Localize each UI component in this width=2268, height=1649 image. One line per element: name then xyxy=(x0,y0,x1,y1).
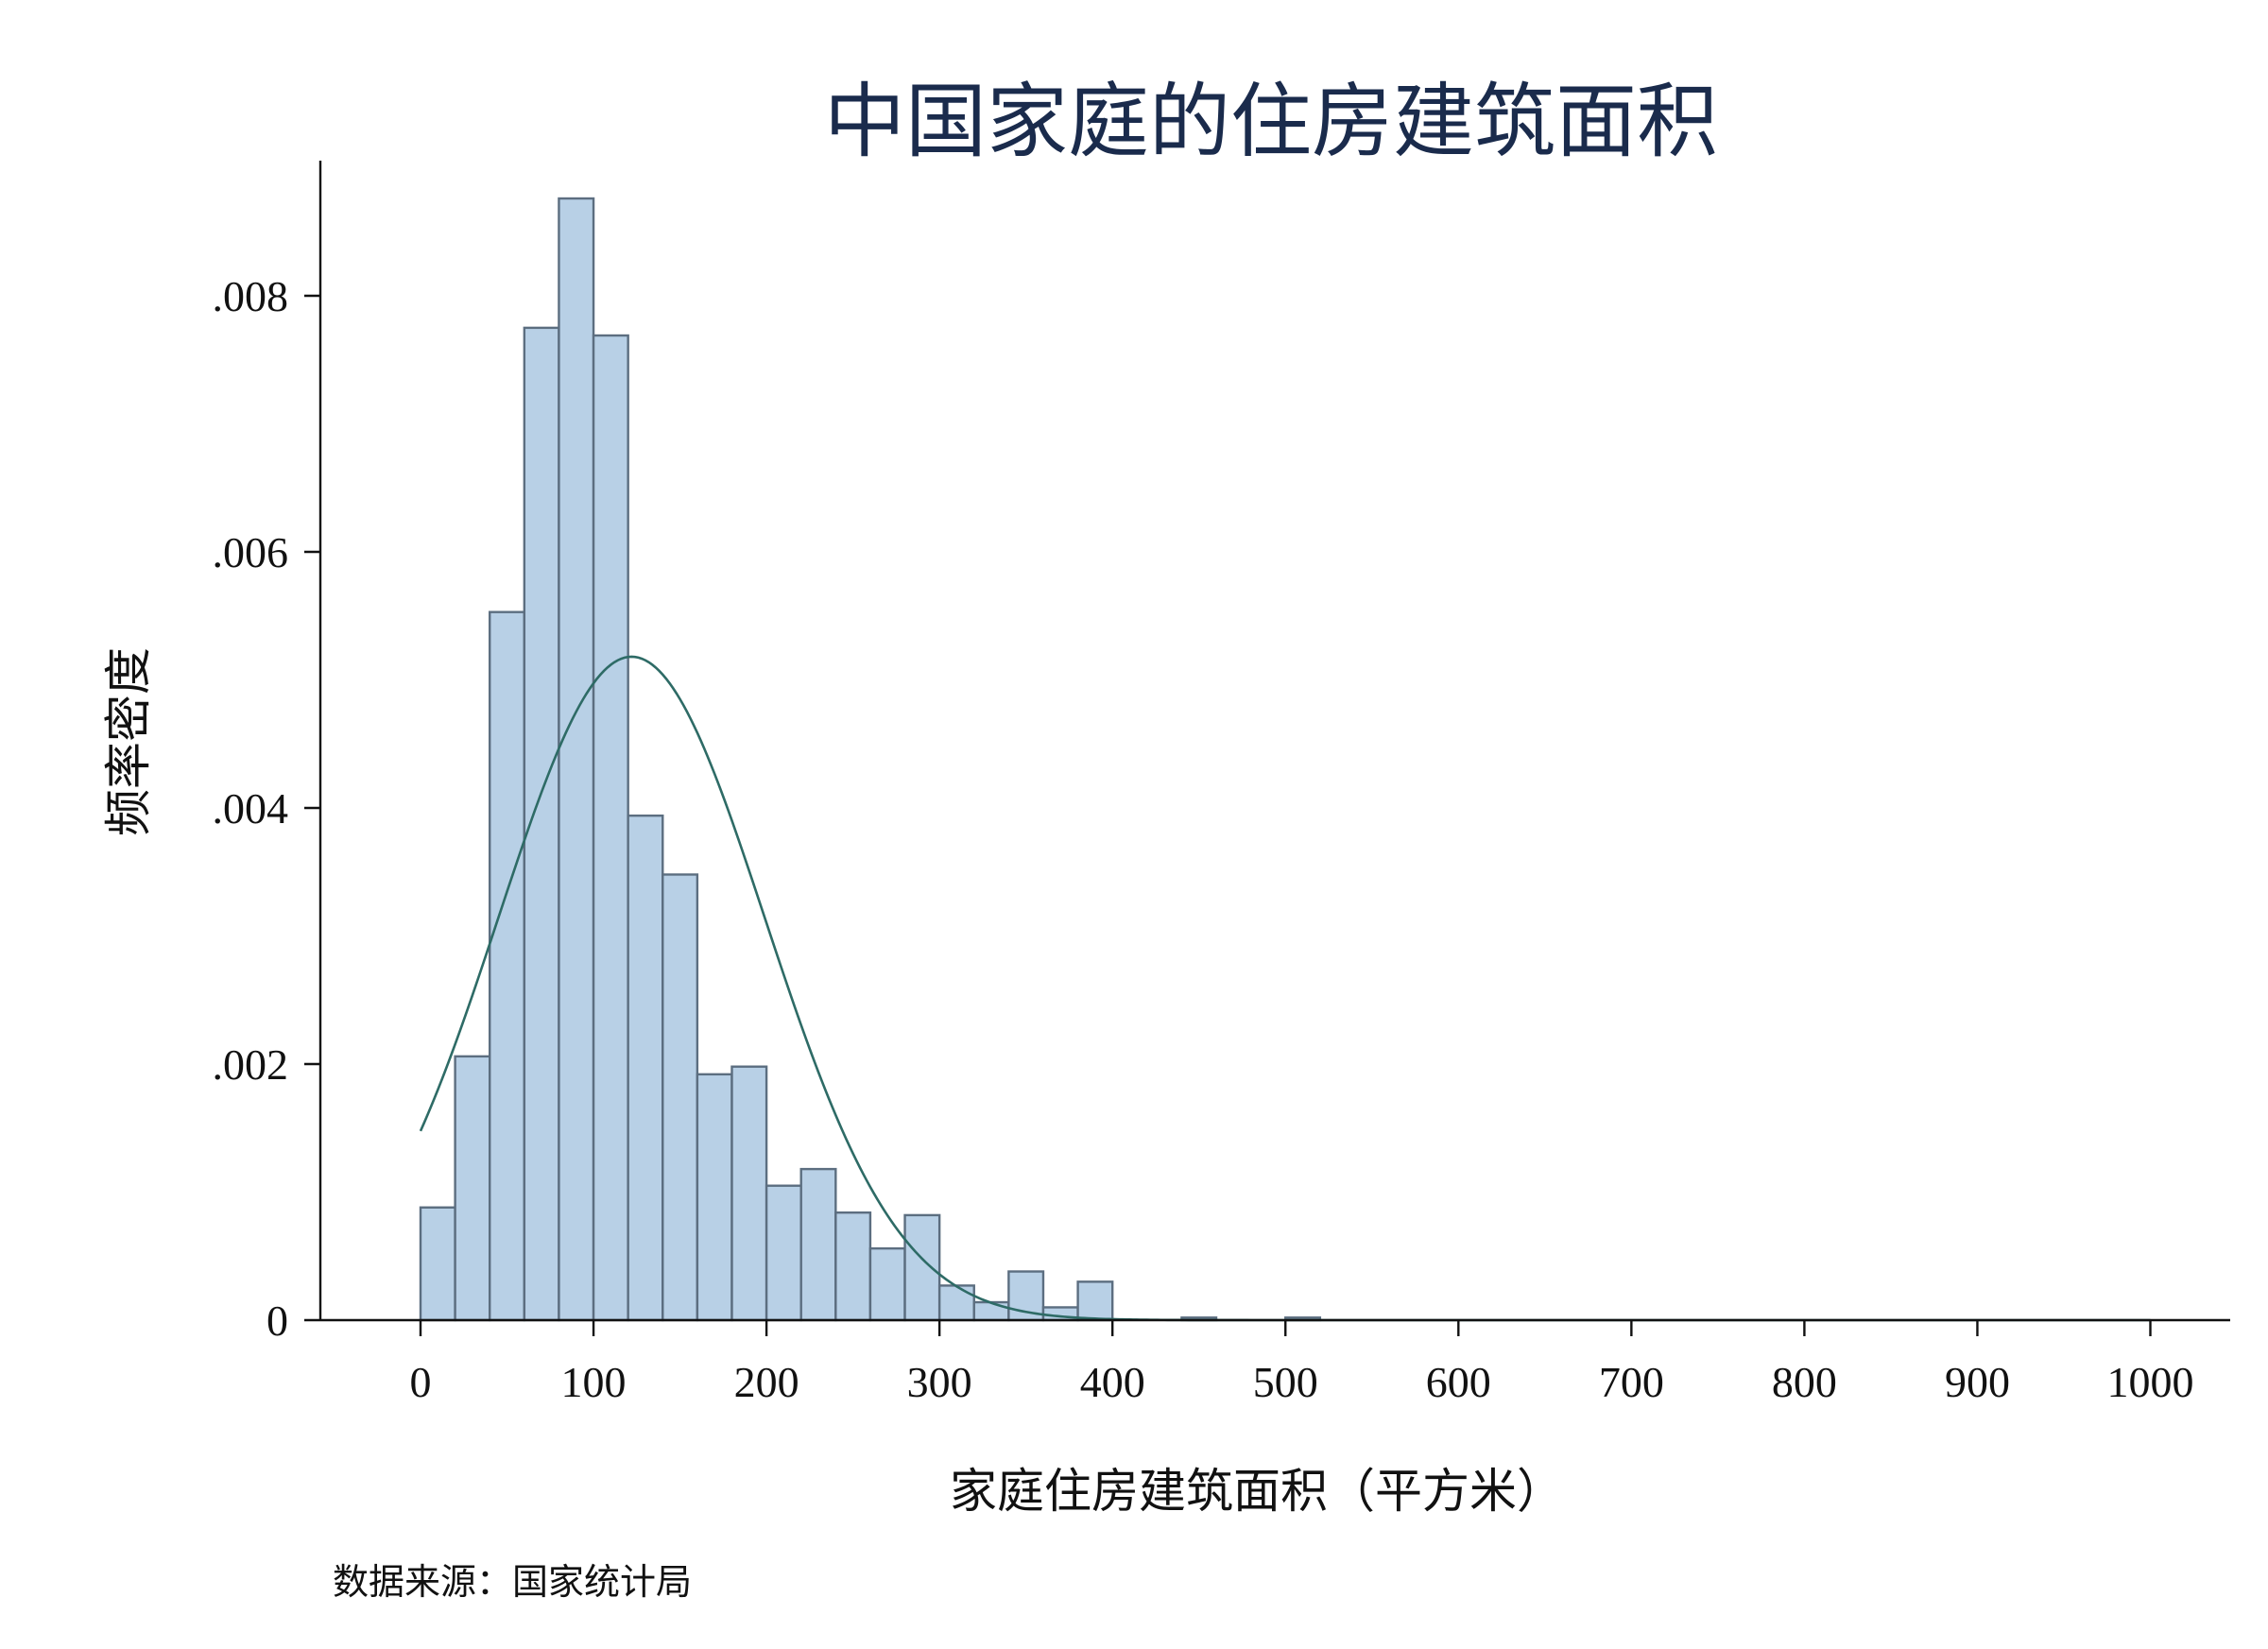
histogram-bar-200 xyxy=(765,1184,802,1322)
x-tick-label-1000: 1000 xyxy=(2107,1358,2194,1406)
histogram-bar-180 xyxy=(730,1065,768,1322)
y-tick-label-4: .008 xyxy=(213,272,289,320)
x-tick-label-600: 600 xyxy=(1426,1358,1491,1406)
x-tick-label-700: 700 xyxy=(1599,1358,1664,1406)
histogram-bar-280 xyxy=(903,1213,941,1322)
histogram-bar-380 xyxy=(1076,1280,1114,1322)
x-axis-label: 家庭住房建筑面积（平方米） xyxy=(950,1464,1564,1519)
x-tick-label-100: 100 xyxy=(561,1358,627,1406)
y-tick-label-1: .002 xyxy=(213,1040,289,1089)
histogram-bar-140 xyxy=(662,873,699,1322)
x-tick-label-500: 500 xyxy=(1253,1358,1318,1406)
histogram-bar-260 xyxy=(868,1246,906,1322)
y-tick-label-3: .006 xyxy=(213,528,289,576)
y-tick-label-0: 0 xyxy=(266,1297,288,1345)
y-tick-label-2: .004 xyxy=(213,784,289,833)
histogram-bar-220 xyxy=(799,1167,837,1322)
histogram-bar-80 xyxy=(558,197,595,1322)
histogram-bar-40 xyxy=(489,610,526,1322)
histogram-bar-20 xyxy=(454,1055,491,1322)
histogram-bar-100 xyxy=(592,334,629,1322)
chart-title: 中国家庭的住房建筑面积 xyxy=(824,75,1718,169)
histogram-bar-300 xyxy=(937,1284,975,1322)
histogram-bar-240 xyxy=(834,1211,872,1322)
histogram-bar-120 xyxy=(627,814,664,1322)
source-note: 数据来源：国家统计局 xyxy=(333,1561,692,1603)
y-axis-ticks: 0 .002 .004 .006 .008 xyxy=(213,272,320,1345)
histogram-bar-0 xyxy=(419,1206,456,1322)
histogram-bar-160 xyxy=(696,1073,733,1322)
x-axis-ticks: 0 100 200 300 400 500 600 700 800 900 1000 xyxy=(410,1320,2194,1406)
histogram-bar-320 xyxy=(972,1300,1010,1322)
x-tick-label-400: 400 xyxy=(1080,1358,1145,1406)
x-tick-label-300: 300 xyxy=(907,1358,972,1406)
x-tick-label-0: 0 xyxy=(410,1358,432,1406)
x-tick-label-900: 900 xyxy=(1945,1358,2010,1406)
x-tick-label-800: 800 xyxy=(1772,1358,1837,1406)
x-tick-label-200: 200 xyxy=(734,1358,799,1406)
y-axis-label: 频率密度 xyxy=(101,647,156,836)
